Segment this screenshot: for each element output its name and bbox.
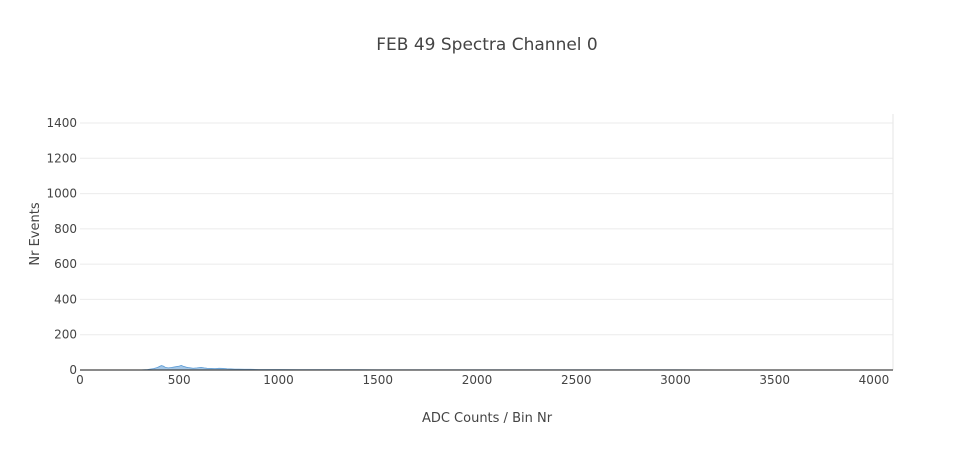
chart-title: FEB 49 Spectra Channel 0 [376, 35, 598, 55]
y-tick-label: 400 [54, 292, 77, 306]
grid-lines [80, 122, 893, 336]
series-area [139, 364, 893, 371]
x-tick-label: 2500 [561, 373, 592, 387]
y-tick-label: 1400 [46, 116, 77, 130]
x-tick-label: 1000 [263, 373, 294, 387]
y-tick-label: 0 [69, 363, 77, 377]
y-tick-label: 800 [54, 222, 77, 236]
x-tick-label: 3000 [660, 373, 691, 387]
axes [80, 114, 894, 371]
y-axis-label: Nr Events [28, 202, 43, 265]
x-tick-label: 500 [168, 373, 191, 387]
y-tick-label: 600 [54, 257, 77, 271]
x-axis-label: ADC Counts / Bin Nr [422, 411, 553, 426]
y-tick-label: 1200 [46, 151, 77, 165]
x-tick-label: 3500 [759, 373, 790, 387]
x-tick-label: 2000 [462, 373, 493, 387]
y-tick-label: 1000 [46, 187, 77, 201]
x-tick-label: 4000 [859, 373, 890, 387]
x-tick-label: 0 [76, 373, 84, 387]
y-tick-label: 200 [54, 328, 77, 342]
tick-labels: 0 200 400 600 800 1000 1200 1400 0 500 1000 1500 200… [46, 116, 889, 387]
plot-area [139, 364, 893, 371]
x-tick-label: 1500 [362, 373, 393, 387]
